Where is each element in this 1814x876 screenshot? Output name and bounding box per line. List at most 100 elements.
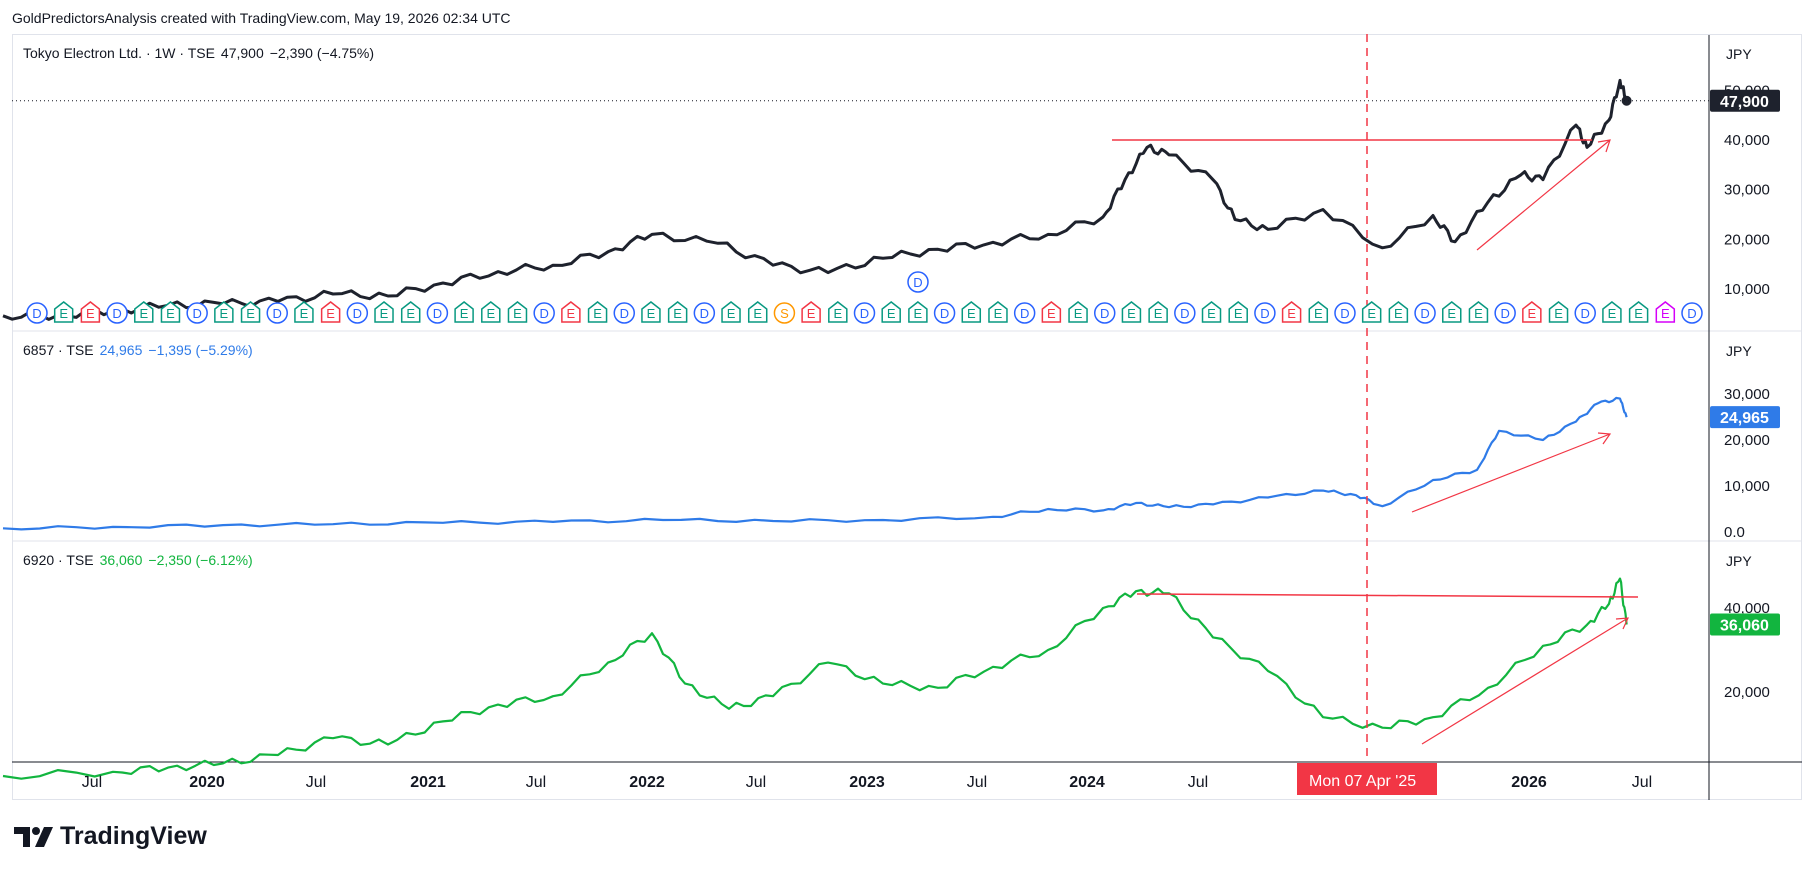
event-marker-pentagon bbox=[1602, 301, 1622, 323]
event-marker-E: E bbox=[507, 301, 528, 323]
event-marker-dividend-above-letter: D bbox=[913, 275, 922, 290]
event-marker-letter: E bbox=[1447, 306, 1456, 321]
event-marker-E: E bbox=[214, 301, 234, 323]
x-tick-label: Jul bbox=[526, 774, 546, 791]
pane2-header: 6857 · TSE 24,965 −1,395 (−5.29%) bbox=[23, 342, 259, 358]
event-marker-D: D bbox=[1013, 302, 1036, 324]
event-marker-letter: E bbox=[380, 306, 389, 321]
pane2-trend-arrowhead bbox=[1597, 432, 1612, 445]
event-marker-D: D bbox=[426, 302, 449, 324]
event-marker-letter: E bbox=[1287, 306, 1296, 321]
pane1-current-price-badge bbox=[1710, 89, 1780, 112]
event-marker-E: E bbox=[1228, 301, 1248, 323]
event-marker-S: S bbox=[773, 302, 796, 324]
event-marker-letter: E bbox=[139, 306, 148, 321]
event-marker-E: E bbox=[721, 301, 741, 323]
event-marker-D: D bbox=[1574, 302, 1596, 324]
x-tick-label: Jul bbox=[967, 774, 987, 791]
event-marker-letter: D bbox=[620, 306, 629, 321]
event-marker-circle bbox=[1254, 302, 1276, 324]
event-marker-E: E bbox=[1468, 301, 1489, 323]
event-marker-E: E bbox=[1442, 301, 1462, 323]
pane2-y-tick-label: 10,000 bbox=[1724, 478, 1770, 495]
event-marker-D: D bbox=[1093, 302, 1116, 324]
event-marker-E: E bbox=[320, 301, 341, 323]
event-marker-E: E bbox=[667, 301, 688, 323]
event-marker-letter: E bbox=[833, 306, 842, 321]
event-marker-letter: E bbox=[994, 306, 1003, 321]
pane2-price-line bbox=[2, 396, 1628, 531]
x-tick-label: Jul bbox=[1188, 774, 1208, 791]
pane1-change: −2,390 (−4.75%) bbox=[269, 45, 375, 61]
event-marker-letter: E bbox=[1367, 306, 1376, 321]
pane1-y-tick-label: 30,000 bbox=[1724, 182, 1770, 199]
event-marker-D: D bbox=[933, 302, 956, 324]
event-marker-letter: E bbox=[1661, 306, 1670, 321]
event-marker-pentagon bbox=[1068, 301, 1088, 323]
tradingview-brand-name: TradingView bbox=[60, 822, 207, 850]
event-marker-E: E bbox=[908, 301, 928, 323]
pane1-y-tick-label: 20,000 bbox=[1724, 231, 1770, 248]
event-marker-D: D bbox=[106, 302, 128, 324]
event-marker-letter: E bbox=[727, 306, 736, 321]
event-marker-letter: D bbox=[273, 306, 282, 321]
pane3-current-price-badge bbox=[1710, 613, 1780, 636]
event-marker-E: E bbox=[1628, 301, 1649, 323]
event-marker-circle bbox=[186, 302, 208, 324]
event-marker-D: D bbox=[266, 302, 288, 324]
event-marker-E: E bbox=[1388, 301, 1409, 323]
event-marker-letter: E bbox=[807, 306, 816, 321]
event-marker-letter: E bbox=[246, 306, 255, 321]
event-marker-pentagon bbox=[1522, 301, 1542, 323]
event-marker-pentagon bbox=[1281, 301, 1302, 323]
event-marker-pentagon bbox=[1148, 301, 1168, 323]
pane1-symbol[interactable]: Tokyo Electron Ltd. · 1W · TSE bbox=[23, 45, 215, 61]
event-marker-E: E bbox=[988, 301, 1008, 323]
event-marker-circle bbox=[693, 302, 716, 324]
event-marker-pentagon bbox=[641, 301, 661, 323]
event-marker-letter: E bbox=[1394, 306, 1403, 321]
pane3-y-tick-label: 20,000 bbox=[1724, 684, 1770, 701]
event-marker-E: E bbox=[1548, 301, 1569, 323]
event-marker-pentagon bbox=[1228, 301, 1248, 323]
event-marker-letter: E bbox=[1207, 306, 1216, 321]
pane2-symbol[interactable]: 6857 · TSE bbox=[23, 342, 94, 358]
event-marker-E: E bbox=[294, 301, 314, 323]
pane3-price-line bbox=[2, 577, 1628, 780]
event-marker-pentagon bbox=[1388, 301, 1409, 323]
pane3-y-tick-label: 40,000 bbox=[1724, 600, 1770, 617]
event-marker-letter: E bbox=[967, 306, 976, 321]
event-marker-D: D bbox=[1254, 302, 1276, 324]
event-marker-E: E bbox=[641, 301, 661, 323]
event-marker-E: E bbox=[828, 301, 848, 323]
tradingview-logo[interactable]: TradingView bbox=[14, 822, 207, 851]
event-marker-letter: E bbox=[86, 306, 95, 321]
event-marker-D: D bbox=[26, 302, 48, 324]
event-marker-D: D bbox=[1681, 302, 1703, 324]
pane2-y-tick-label: 0.0 bbox=[1724, 524, 1745, 541]
event-marker-pentagon bbox=[400, 301, 421, 323]
pane2-change: −1,395 (−5.29%) bbox=[148, 342, 253, 358]
event-marker-letter: E bbox=[1127, 306, 1136, 321]
event-marker-letter: E bbox=[1528, 306, 1537, 321]
event-marker-letter: D bbox=[1260, 306, 1269, 321]
event-marker-letter: E bbox=[166, 306, 175, 321]
event-marker-D: D bbox=[693, 302, 716, 324]
pane3-symbol[interactable]: 6920 · TSE bbox=[23, 552, 94, 568]
pane1-header: Tokyo Electron Ltd. · 1W · TSE 47,900 −2,3… bbox=[23, 45, 380, 61]
x-tick-label: 2024 bbox=[1069, 774, 1105, 791]
event-marker-circle bbox=[1093, 302, 1116, 324]
event-marker-pentagon bbox=[1442, 301, 1462, 323]
event-marker-letter: E bbox=[300, 306, 309, 321]
pane1-trend-arrowhead bbox=[1597, 139, 1611, 153]
event-marker-circle bbox=[853, 302, 876, 324]
event-marker-letter: E bbox=[753, 306, 762, 321]
event-marker-circle bbox=[1013, 302, 1036, 324]
event-marker-E: E bbox=[1068, 301, 1088, 323]
event-marker-pentagon bbox=[294, 301, 314, 323]
event-marker-pentagon bbox=[1308, 301, 1329, 323]
event-marker-letter: D bbox=[1420, 306, 1429, 321]
event-marker-letter: E bbox=[1634, 306, 1643, 321]
event-marker-letter: E bbox=[647, 306, 656, 321]
